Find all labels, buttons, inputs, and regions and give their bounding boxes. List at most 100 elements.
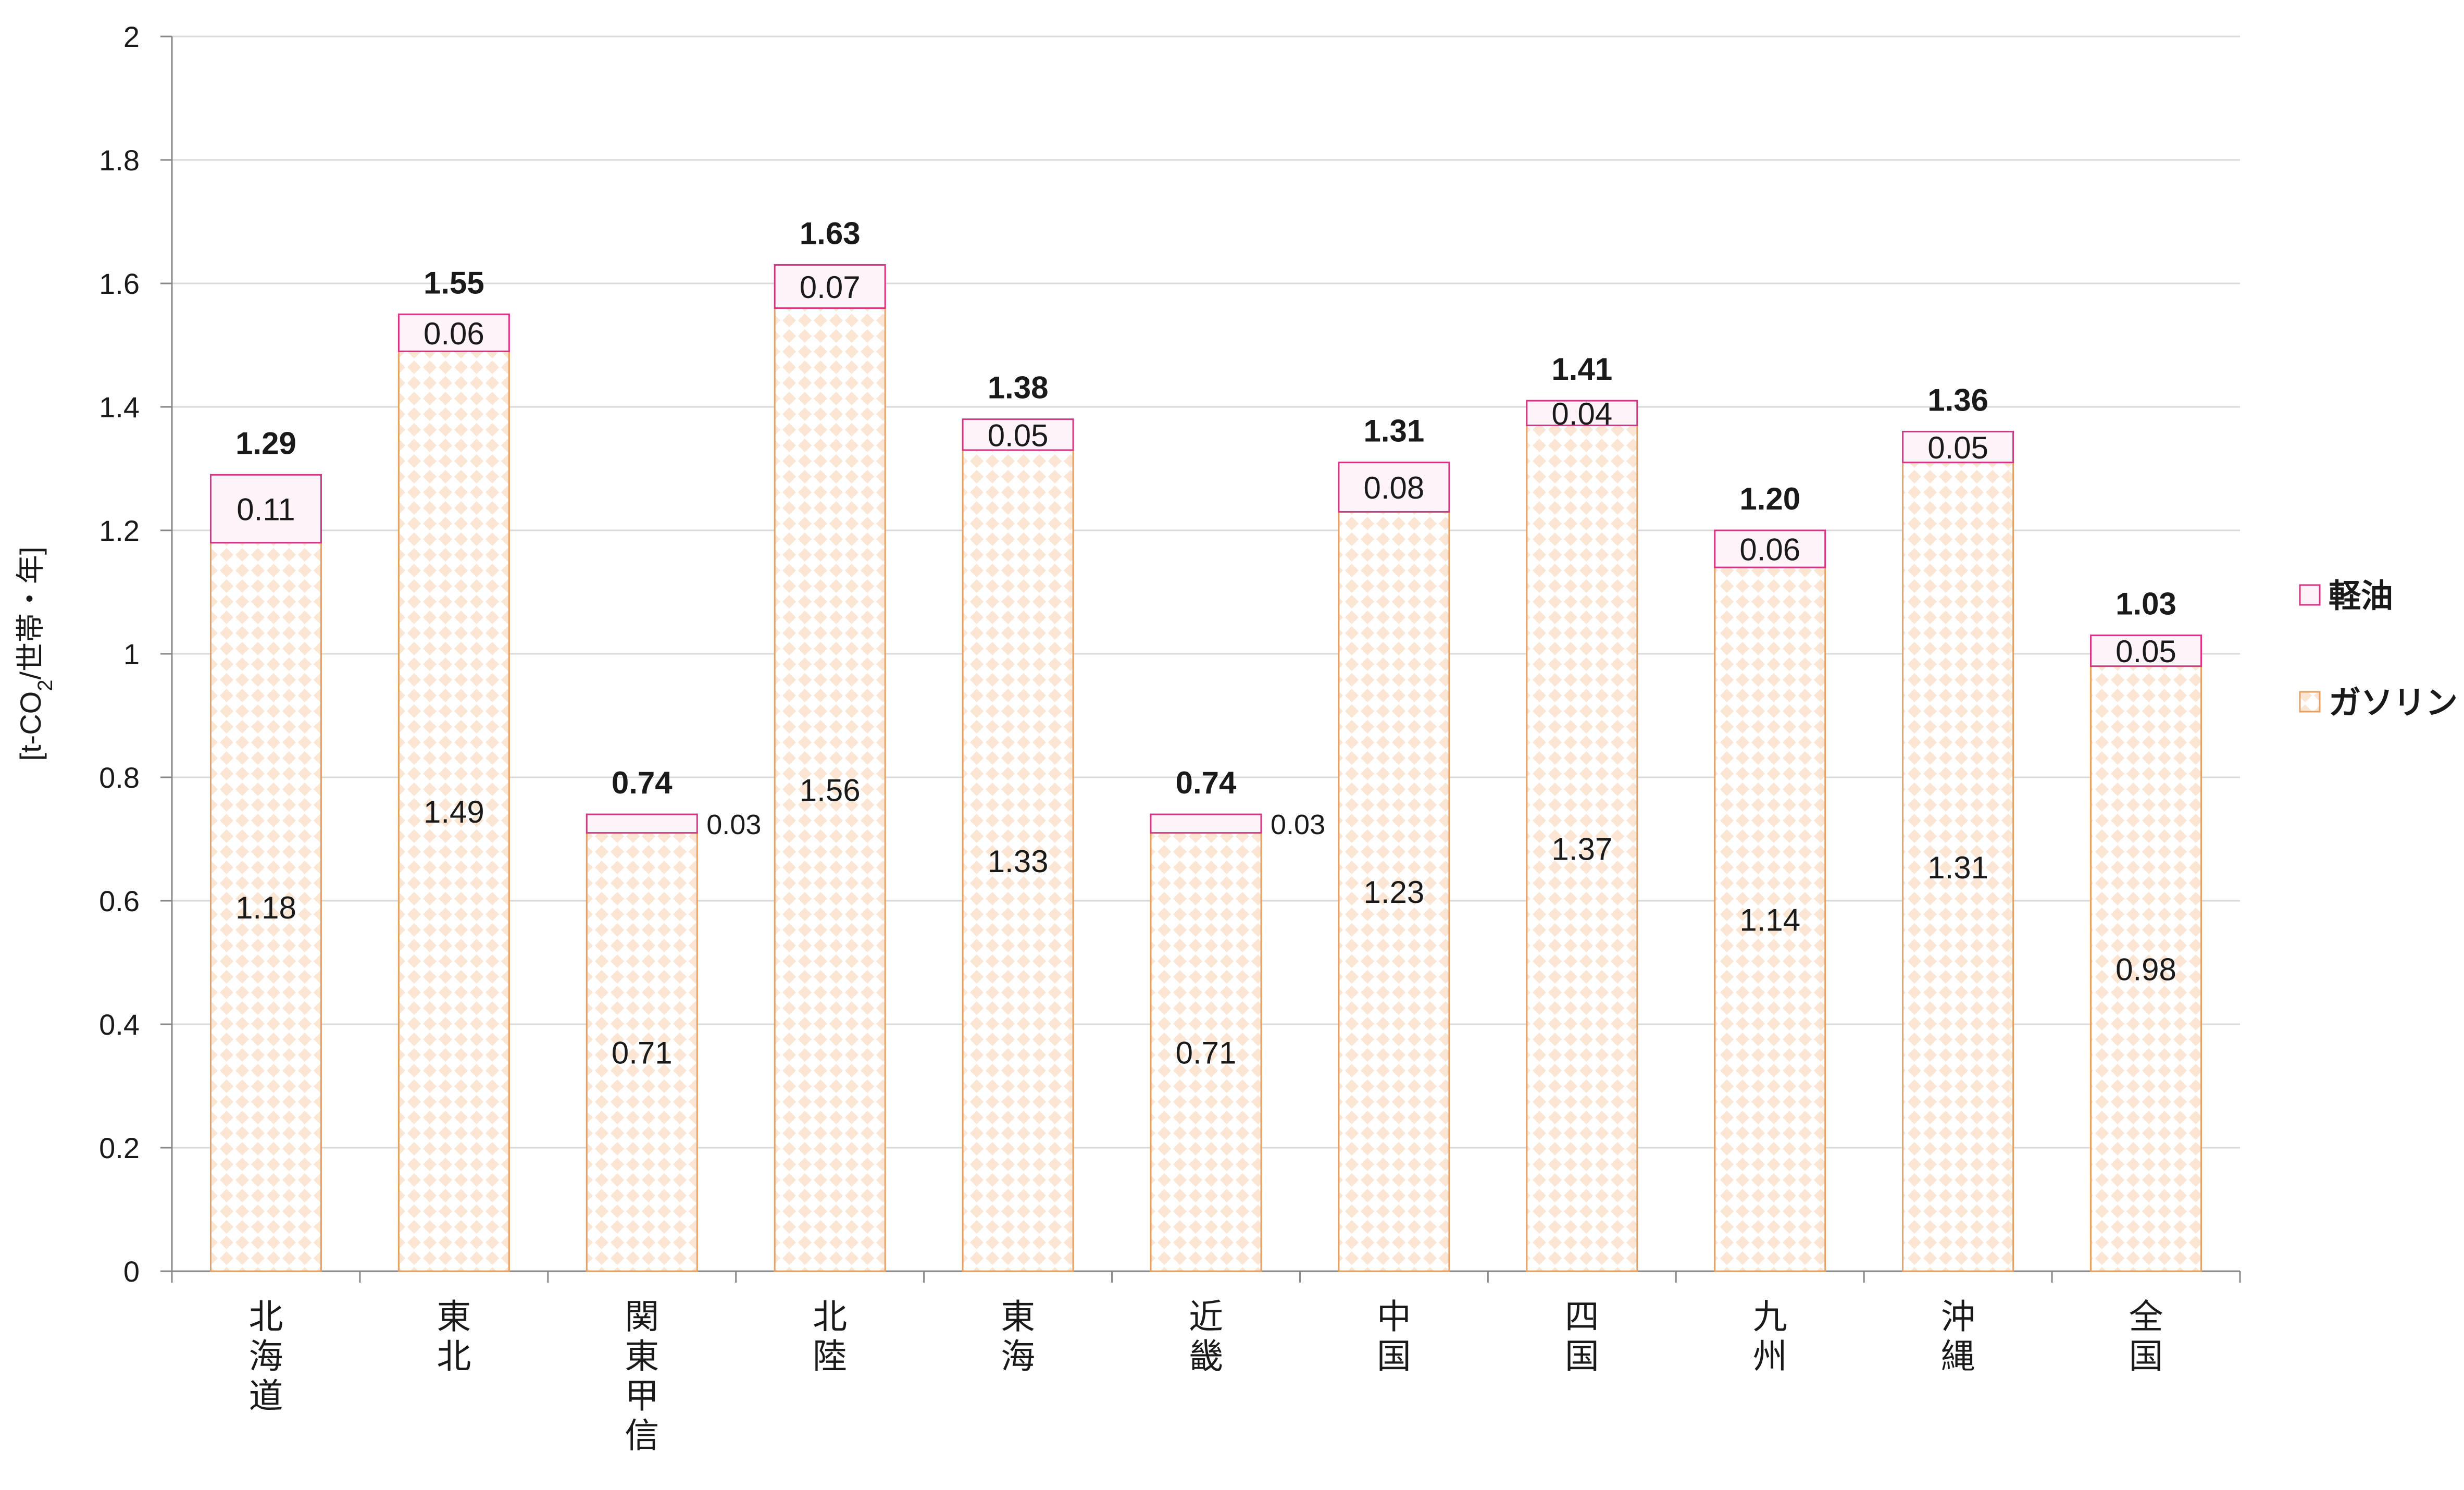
y-tick-label: 0.8	[99, 761, 140, 794]
x-category-char: 国	[2129, 1337, 2163, 1375]
x-category-char: 海	[248, 1337, 283, 1375]
bar-diesel	[774, 264, 886, 309]
bar-gasoline	[1150, 832, 1262, 1272]
legend-item: 軽油	[2299, 578, 2393, 614]
x-category-char: 九	[1753, 1297, 1787, 1336]
x-category-char: 関	[625, 1297, 659, 1336]
y-tick-label: 0.2	[99, 1132, 140, 1164]
bars	[209, 264, 2202, 1272]
label-diesel: 0.06	[1739, 532, 1800, 567]
x-category-char: 縄	[1941, 1337, 1975, 1375]
label-total: 1.41	[1551, 352, 1612, 387]
label-total: 0.74	[612, 765, 673, 800]
label-gasoline: 1.18	[235, 890, 296, 925]
x-category-char: 北	[248, 1297, 283, 1336]
bar-gasoline	[962, 449, 1074, 1272]
x-category-char: 東	[1001, 1297, 1035, 1336]
x-category-char: 中	[1377, 1297, 1411, 1336]
gridlines	[172, 35, 2240, 1149]
label-diesel: 0.03	[1271, 809, 1325, 840]
x-category-label: 中国	[1377, 1297, 1411, 1375]
label-total: 1.31	[1364, 414, 1425, 449]
y-tick-label: 1.8	[99, 144, 140, 177]
label-gasoline: 1.37	[1551, 831, 1612, 866]
y-tick-label: 0.4	[99, 1008, 140, 1041]
bar-diesel	[586, 813, 698, 834]
y-tick-label: 1	[123, 638, 140, 670]
label-total: 1.29	[235, 426, 296, 461]
x-category-char: 東	[437, 1297, 471, 1336]
x-category-label: 東海	[1001, 1297, 1035, 1375]
x-category-char: 全	[2129, 1297, 2163, 1336]
label-diesel: 0.04	[1551, 396, 1612, 431]
label-diesel: 0.05	[1927, 430, 1988, 465]
x-category-char: 国	[1565, 1337, 1599, 1375]
x-category-char: 陸	[813, 1337, 847, 1375]
bar-diesel	[962, 418, 1074, 451]
y-tick-label: 1.2	[99, 514, 140, 547]
y-tick-label: 1.4	[99, 391, 140, 424]
legend-swatch	[2299, 584, 2321, 606]
x-category-char: 国	[1377, 1337, 1411, 1375]
label-total: 1.03	[2115, 586, 2176, 621]
bar-gasoline	[1902, 462, 2014, 1272]
y-tick-label: 0.6	[99, 885, 140, 917]
x-category-char: 北	[437, 1337, 471, 1375]
bar-gasoline	[2090, 665, 2202, 1272]
legend-swatch	[2299, 691, 2321, 713]
y-axis-label: [t-CO2/世帯・年]	[14, 547, 57, 761]
label-total: 1.36	[1927, 382, 1988, 417]
label-gasoline: 1.31	[1927, 850, 1988, 885]
label-gasoline: 1.49	[424, 794, 484, 829]
x-category-label: 東北	[437, 1297, 471, 1375]
bar-gasoline	[1526, 425, 1638, 1272]
label-diesel: 0.03	[706, 809, 761, 840]
x-category-label: 北陸	[813, 1297, 847, 1375]
label-total: 1.63	[800, 216, 861, 251]
bar-diesel	[397, 313, 510, 352]
x-category-char: 道	[248, 1376, 283, 1415]
label-total: 1.38	[988, 370, 1049, 405]
legend-label: 軽油	[2329, 578, 2393, 614]
x-category-label: 九州	[1753, 1297, 1787, 1375]
bar-gasoline	[774, 307, 886, 1272]
bar-gasoline	[586, 832, 698, 1272]
bar-diesel	[1902, 430, 2014, 464]
label-diesel: 0.07	[800, 270, 861, 305]
bar-gasoline	[209, 542, 322, 1272]
legend-item: ガソリン	[2299, 685, 2458, 721]
x-category-char: 近	[1189, 1297, 1223, 1336]
label-gasoline: 1.56	[800, 773, 861, 808]
x-category-char: 東	[625, 1337, 659, 1375]
label-diesel: 0.05	[988, 418, 1049, 453]
x-category-label: 全国	[2129, 1297, 2163, 1375]
bar-diesel	[209, 474, 322, 544]
bar-diesel	[1150, 813, 1262, 834]
y-tick-label: 0	[123, 1255, 140, 1288]
label-total: 1.55	[424, 265, 484, 300]
x-category-label: 四国	[1565, 1297, 1599, 1375]
label-diesel: 0.11	[237, 492, 295, 527]
x-category-label: 近畿	[1189, 1297, 1223, 1375]
label-gasoline: 1.14	[1739, 903, 1800, 938]
x-category-char: 沖	[1941, 1297, 1975, 1336]
label-total: 0.74	[1176, 765, 1237, 800]
bar-diesel	[1526, 400, 1638, 427]
label-gasoline: 1.23	[1364, 875, 1425, 910]
x-category-char: 海	[1001, 1337, 1035, 1375]
x-category-char: 甲	[625, 1376, 659, 1415]
label-gasoline: 0.71	[612, 1035, 673, 1070]
axes: 0 0.2 0.4 0.6 0.8 1 1.2 1.4 1.6 1.8 2 [t-CO2/世帯・年] 北…	[14, 20, 2241, 1455]
legend-label: ガソリン	[2329, 685, 2458, 721]
label-diesel: 0.05	[2115, 634, 2176, 669]
bar-diesel	[1714, 529, 1826, 568]
x-category-char: 州	[1753, 1337, 1787, 1375]
x-category-char: 信	[625, 1416, 659, 1455]
x-category-char: 北	[813, 1297, 847, 1336]
label-diesel: 0.08	[1364, 470, 1425, 505]
x-category-label: 北海道	[248, 1297, 283, 1415]
label-gasoline: 0.98	[2115, 952, 2176, 987]
x-category-char: 四	[1565, 1297, 1599, 1336]
